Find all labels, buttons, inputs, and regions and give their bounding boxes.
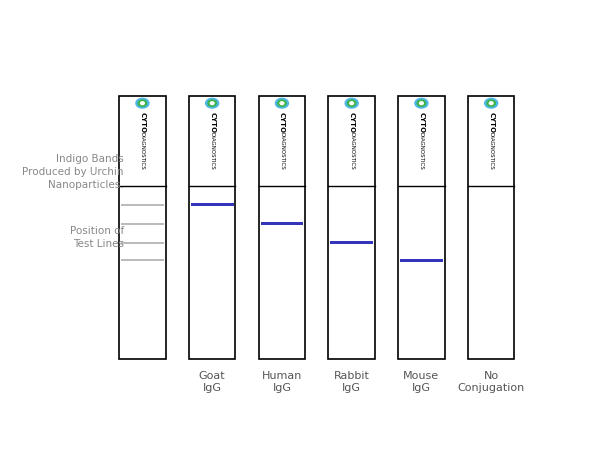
Text: Goat
IgG: Goat IgG [199,371,226,393]
Text: DIAGNOSTICS: DIAGNOSTICS [488,131,494,169]
Text: DIAGNOSTICS: DIAGNOSTICS [140,131,145,169]
Text: DIAGNOSTICS: DIAGNOSTICS [209,131,215,169]
Circle shape [211,102,214,104]
Text: Human
IgG: Human IgG [262,371,302,393]
Circle shape [419,102,423,104]
Bar [259,95,305,359]
Text: CYTO: CYTO [488,112,494,133]
Circle shape [485,99,497,108]
Text: DIAGNOSTICS: DIAGNOSTICS [419,131,424,169]
Text: CYTO: CYTO [279,112,285,133]
Text: DIAGNOSTICS: DIAGNOSTICS [349,131,354,169]
Bar [260,222,304,225]
Circle shape [275,99,289,108]
Text: Position of
Test Lines: Position of Test Lines [70,226,124,249]
Text: Indigo Bands
Produced by Urchin
Nanoparticles.: Indigo Bands Produced by Urchin Nanopart… [22,153,124,190]
Bar [119,95,166,359]
Circle shape [278,100,286,106]
Circle shape [136,99,149,108]
Text: CYTO: CYTO [139,112,145,133]
Circle shape [350,102,353,104]
Circle shape [415,99,428,108]
Bar [189,95,235,359]
Bar [191,203,233,206]
Bar [121,259,164,261]
Text: CYTO: CYTO [209,112,215,133]
Circle shape [206,99,218,108]
Circle shape [490,102,493,104]
Circle shape [140,102,144,104]
Circle shape [417,100,425,106]
Bar [468,95,514,359]
Bar [121,242,164,244]
Text: CYTO: CYTO [418,112,424,133]
Circle shape [208,100,217,106]
Text: No
Conjugation: No Conjugation [458,371,525,393]
Text: DIAGNOSTICS: DIAGNOSTICS [280,131,284,169]
Text: Rabbit
IgG: Rabbit IgG [334,371,370,393]
Bar [121,203,164,206]
Bar [330,242,373,244]
Circle shape [138,100,146,106]
Bar [400,259,443,261]
Bar [121,223,164,225]
Text: Mouse
IgG: Mouse IgG [403,371,439,393]
Circle shape [487,100,496,106]
Bar [398,95,445,359]
Circle shape [280,102,284,104]
Circle shape [345,99,358,108]
Text: CYTO: CYTO [349,112,355,133]
Circle shape [347,100,356,106]
Bar [328,95,375,359]
